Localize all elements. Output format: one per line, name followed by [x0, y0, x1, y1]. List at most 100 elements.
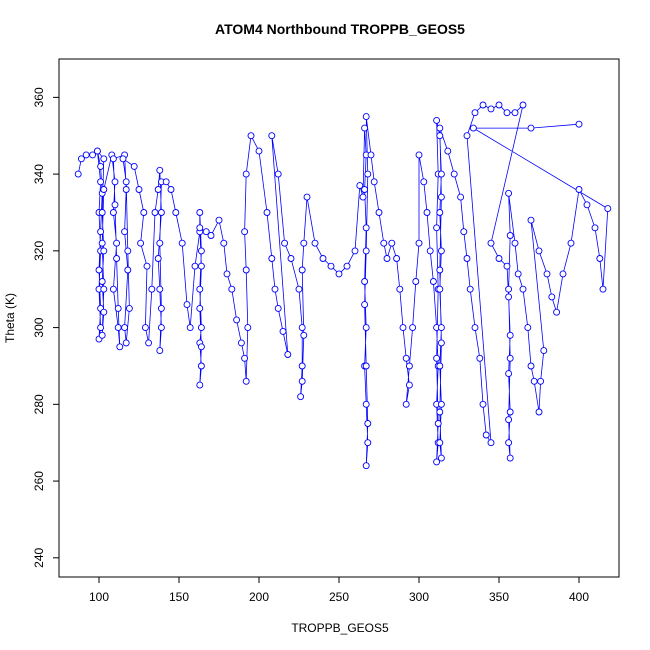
data-point	[466, 285, 474, 293]
data-point	[274, 304, 282, 312]
data-point	[429, 278, 437, 285]
data-point	[437, 400, 445, 408]
data-point	[519, 285, 527, 293]
x-tick-label: 300	[409, 590, 429, 604]
data-point	[437, 193, 445, 201]
data-point	[380, 239, 388, 247]
chart-title: ATOM4 Northbound TROPPB_GEOS5	[215, 21, 465, 37]
data-point	[122, 186, 130, 193]
data-point	[156, 166, 164, 174]
data-point	[364, 420, 372, 427]
data-point	[242, 266, 250, 274]
data-point	[137, 239, 145, 247]
data-point	[527, 124, 535, 132]
data-point	[145, 339, 153, 347]
data-point	[362, 113, 370, 121]
data-point	[436, 124, 444, 132]
data-point	[364, 170, 372, 178]
data-point	[298, 362, 306, 370]
data-point	[98, 278, 106, 285]
data-point	[506, 354, 514, 362]
data-point	[388, 239, 396, 247]
data-point	[287, 255, 295, 262]
data-point	[295, 285, 303, 293]
data-point	[506, 408, 514, 416]
data-point	[100, 186, 108, 193]
data-point	[113, 239, 121, 247]
data-point	[100, 247, 108, 255]
data-point	[505, 370, 513, 378]
data-point	[511, 109, 519, 117]
data-point	[303, 193, 311, 201]
data-point	[242, 377, 250, 385]
data-point	[482, 431, 490, 439]
data-point	[503, 262, 511, 270]
data-point	[506, 454, 514, 462]
data-point	[114, 304, 122, 312]
data-point	[495, 101, 503, 109]
data-point	[228, 285, 236, 293]
data-point	[196, 285, 204, 293]
data-point	[124, 247, 132, 255]
data-point	[505, 285, 513, 293]
data-point	[242, 170, 250, 178]
data-point	[274, 170, 282, 178]
data-point	[506, 232, 514, 239]
data-point	[100, 285, 108, 293]
data-point	[505, 189, 513, 197]
data-point	[511, 239, 519, 247]
data-point	[362, 324, 370, 332]
data-point	[255, 147, 263, 155]
data-point	[436, 209, 444, 216]
data-point	[361, 301, 369, 309]
data-point	[436, 266, 444, 274]
data-point	[98, 239, 106, 247]
data-point	[393, 255, 401, 262]
data-point	[95, 266, 103, 274]
data-point	[196, 224, 204, 232]
y-axis-label: Theta (K)	[3, 293, 17, 343]
data-point	[479, 101, 487, 109]
data-point	[202, 228, 210, 236]
data-point	[220, 239, 228, 247]
data-point	[125, 304, 133, 312]
data-point	[100, 155, 108, 163]
data-point	[271, 285, 279, 293]
data-point	[412, 278, 420, 285]
data-point	[487, 439, 495, 447]
data-point	[471, 109, 479, 117]
data-point	[284, 351, 292, 358]
data-point	[140, 209, 148, 216]
data-point	[121, 324, 129, 332]
data-point	[437, 324, 445, 332]
data-point	[437, 247, 445, 255]
data-point	[575, 120, 583, 128]
data-point	[364, 439, 372, 447]
data-point	[530, 377, 538, 385]
data-point	[356, 182, 364, 190]
x-axis-label: TROPPB_GEOS5	[291, 621, 389, 635]
x-tick-label: 350	[489, 590, 509, 604]
data-point	[178, 239, 186, 247]
data-point	[437, 170, 445, 178]
data-point	[154, 186, 162, 193]
data-point	[241, 354, 249, 362]
data-point	[157, 324, 165, 332]
data-point	[183, 301, 191, 309]
data-point	[553, 308, 561, 316]
data-point	[233, 316, 241, 324]
data-point	[97, 178, 105, 186]
data-point	[457, 193, 465, 201]
data-point	[113, 255, 121, 262]
data-point	[476, 354, 484, 362]
data-point	[436, 362, 444, 370]
data-point	[82, 151, 90, 159]
data-point	[97, 162, 105, 170]
data-point	[196, 304, 204, 312]
data-point	[527, 216, 535, 224]
data-point	[196, 209, 204, 216]
data-point	[197, 262, 205, 270]
data-point	[197, 324, 205, 332]
